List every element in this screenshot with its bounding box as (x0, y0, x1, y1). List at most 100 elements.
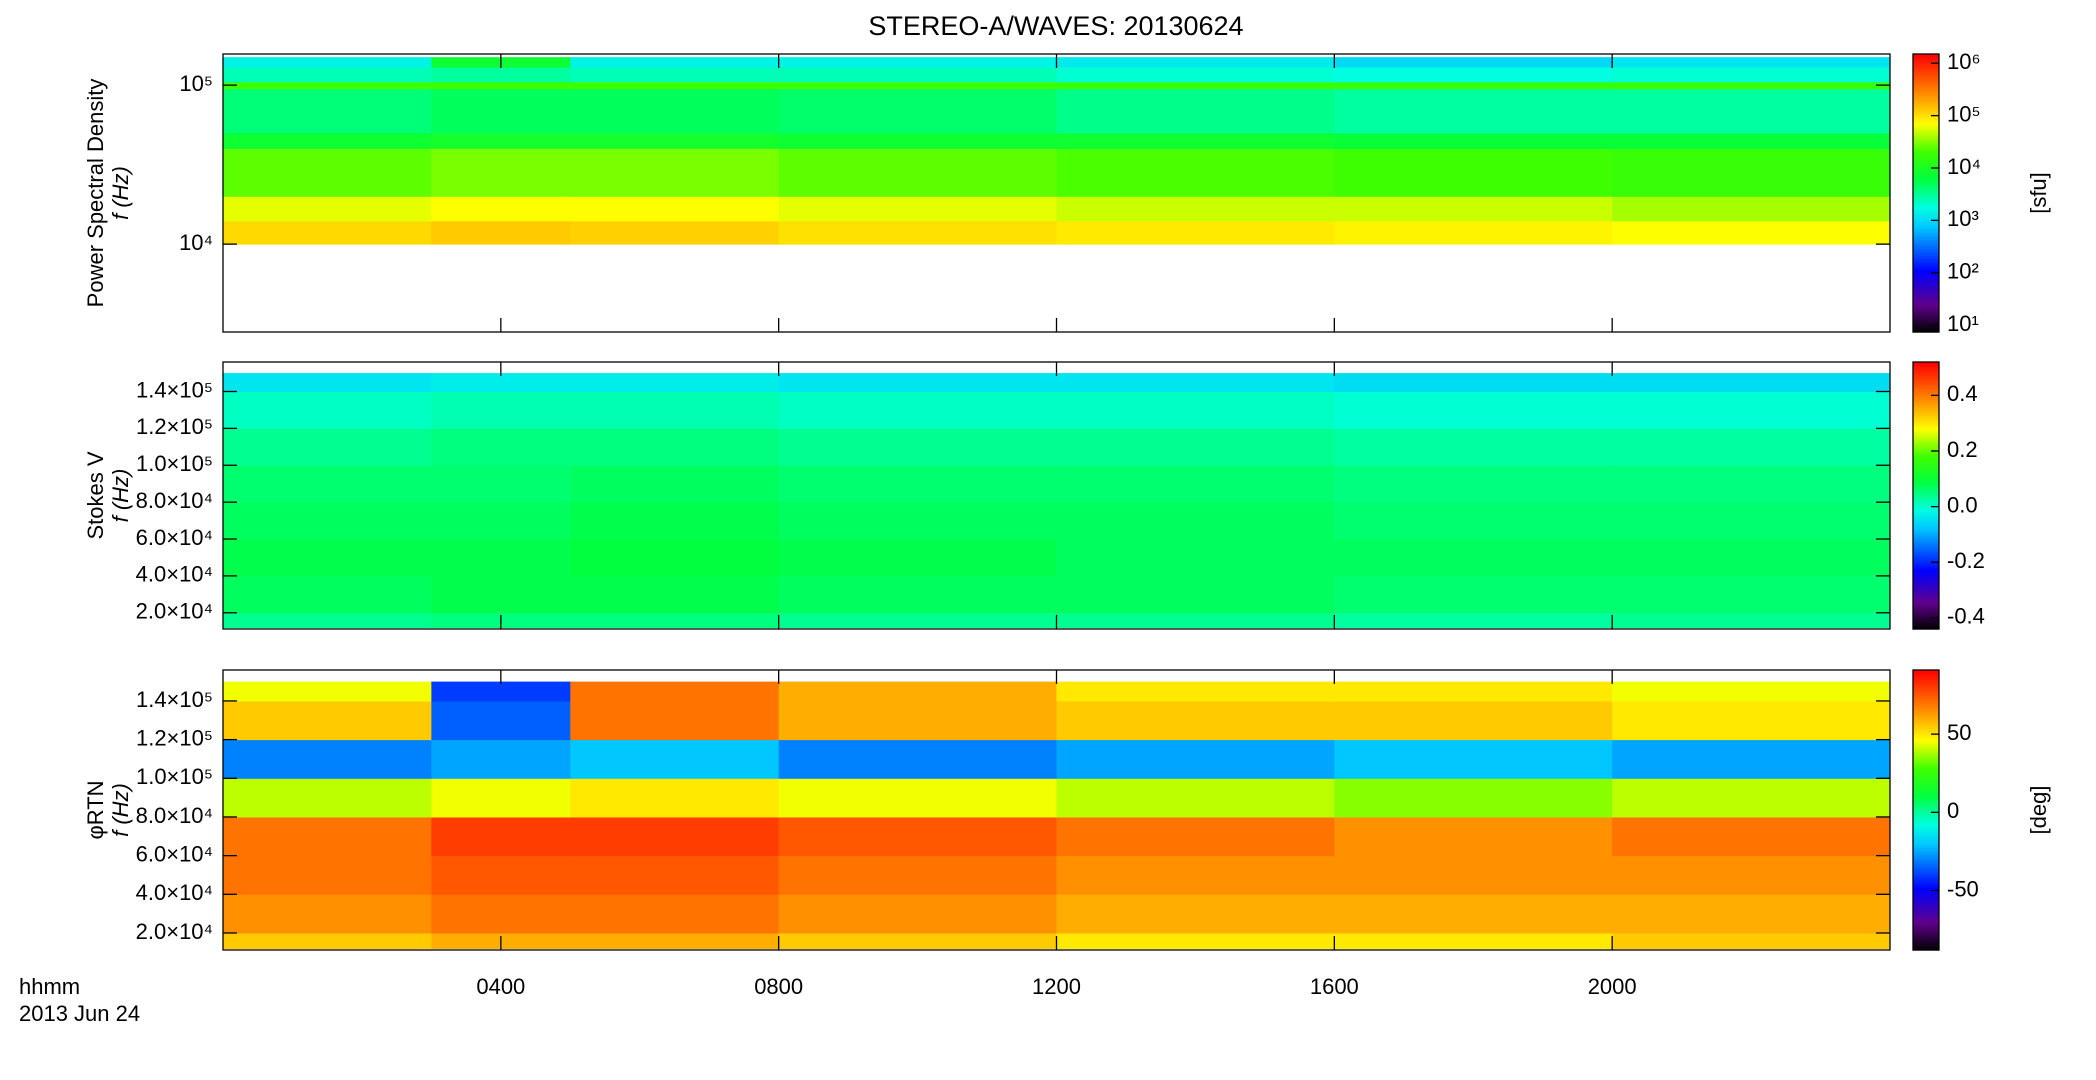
colorbar-segment (1913, 116, 1939, 120)
heatmap-cell (223, 88, 432, 134)
colorbar-segment (1913, 276, 1939, 280)
colorbar-segment (1913, 742, 1939, 746)
heatmap-cell (570, 612, 780, 629)
heatmap-cell (1334, 465, 1613, 503)
colorbar-segment (1913, 290, 1939, 294)
heatmap-cell (431, 391, 571, 429)
y-tick-label: 6.0×10⁴ (136, 525, 213, 550)
heatmap-cell (1612, 816, 1891, 857)
colorbar-segment (1913, 227, 1939, 231)
colorbar-segment (1913, 866, 1939, 869)
colorbar-segment (1913, 91, 1939, 94)
colorbar-segment (1913, 283, 1939, 287)
heatmap-cell (570, 148, 780, 197)
heatmap-cell (431, 373, 571, 393)
heatmap-cell (223, 575, 432, 614)
colorbar-segment (1913, 573, 1939, 577)
colorbar-segment (1913, 402, 1939, 405)
colorbar-segment (1913, 854, 1939, 858)
colorbar-segment (1913, 566, 1939, 570)
colorbar-segment (1913, 320, 1939, 324)
y-tick-label: 2.0×10⁴ (136, 919, 213, 944)
heatmap-cell (431, 855, 571, 895)
heatmap-cell (1056, 932, 1335, 949)
colorbar-segment (1913, 206, 1939, 210)
colorbar-segment (1913, 264, 1939, 268)
heatmap-cell (1612, 932, 1891, 949)
colorbar-segment (1913, 444, 1939, 448)
colorbar-segment (1913, 777, 1939, 781)
colorbar-segment (1913, 593, 1939, 597)
colorbar-segment (1913, 377, 1939, 381)
heatmap-cell (431, 681, 571, 702)
colorbar-segment (1913, 299, 1939, 303)
x-tick-label: 2000 (1588, 974, 1637, 999)
heatmap-cell (223, 67, 432, 83)
colorbar-segment (1913, 557, 1939, 561)
colorbar-segment (1913, 250, 1939, 254)
colorbar-segment (1913, 118, 1939, 122)
heatmap-cell (1334, 932, 1613, 949)
colorbar-segment (1913, 237, 1939, 240)
colorbar-segment (1913, 426, 1939, 430)
colorbar-segment (1913, 863, 1939, 867)
heatmap-cell (778, 816, 1057, 857)
heatmap-cell (223, 502, 432, 540)
colorbar-segment (1913, 114, 1939, 118)
heatmap-cell (1334, 391, 1613, 429)
date-label: 2013 Jun 24 (19, 1001, 140, 1026)
colorbar-segment (1913, 406, 1939, 410)
colorbar-segment (1913, 408, 1939, 412)
colorbar-segment (1913, 190, 1939, 194)
heatmap-cell (1334, 57, 1613, 68)
heatmap-cell (1334, 681, 1613, 702)
heatmap-cell (431, 739, 571, 779)
colorbar-segment (1913, 243, 1939, 247)
colorbar-segment (1913, 128, 1939, 132)
colorbar-segment (1913, 819, 1939, 823)
colorbar-segment (1913, 399, 1939, 403)
colorbar-segment (1913, 504, 1939, 508)
colorbar-tick-label: 10¹ (1947, 311, 1979, 336)
colorbar-segment (1913, 577, 1939, 581)
colorbar-segment (1913, 586, 1939, 590)
colorbar-segment (1913, 580, 1939, 583)
colorbar-segment (1913, 709, 1939, 713)
heatmap-cell (1056, 739, 1335, 779)
colorbar-segment (1913, 197, 1939, 201)
colorbar-segment (1913, 318, 1939, 322)
heatmap-cell (1612, 220, 1891, 245)
colorbar-segment (1913, 698, 1939, 701)
colorbar-segment (1913, 943, 1939, 946)
heatmap-cell (570, 681, 780, 702)
colorbar-segment (1913, 297, 1939, 301)
heatmap-cell (223, 894, 432, 934)
colorbar-segment (1913, 204, 1939, 208)
colorbar-tick-label: 10⁶ (1947, 49, 1981, 74)
colorbar-segment (1913, 828, 1939, 832)
y-tick-label: 6.0×10⁴ (136, 841, 213, 866)
colorbar-segment (1913, 230, 1939, 233)
colorbar-segment (1913, 484, 1939, 488)
heatmap-cell (223, 681, 432, 702)
colorbar-segment (1913, 160, 1939, 164)
heatmap-cell (1056, 81, 1335, 90)
colorbar-segment (1913, 591, 1939, 594)
colorbar-segment (1913, 861, 1939, 865)
colorbar-segment (1913, 390, 1939, 394)
colorbar-segment (1913, 674, 1939, 678)
colorbar-segment (1913, 464, 1939, 468)
heatmap-cell (1334, 778, 1613, 818)
heatmap-cell (223, 778, 432, 818)
heatmap-cell (778, 894, 1057, 934)
heatmap-cell (1612, 57, 1891, 68)
heatmap-cell (570, 220, 780, 245)
heatmap-cell (1612, 428, 1891, 466)
colorbar-segment (1913, 267, 1939, 271)
colorbar-segment (1913, 938, 1939, 942)
colorbar-segment (1913, 199, 1939, 203)
colorbar-segment (1913, 784, 1939, 788)
heatmap-cell (778, 778, 1057, 818)
colorbar-segment (1913, 468, 1939, 472)
heatmap-cell (431, 778, 571, 818)
